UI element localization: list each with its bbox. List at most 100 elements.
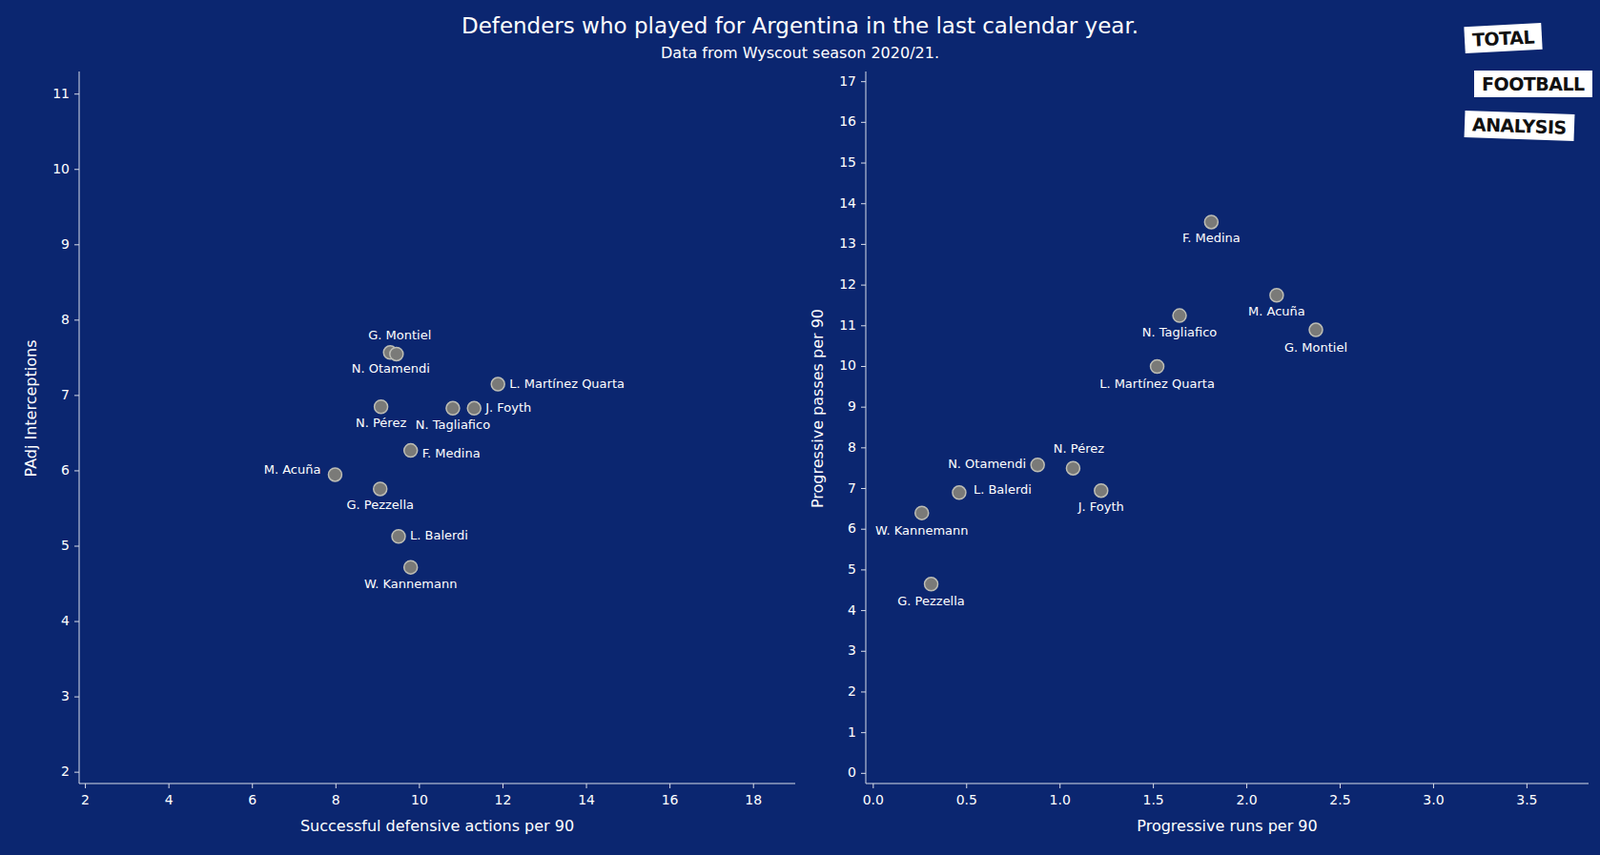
x-tick-label: 3.5 (1516, 792, 1538, 808)
points (328, 346, 505, 575)
logo-text: FOOTBALL (1474, 70, 1593, 98)
y-tick-label: 12 (839, 276, 857, 292)
point (404, 560, 418, 575)
y-tick-label: 8 (61, 311, 70, 328)
point (374, 400, 389, 414)
x-axis-title: Progressive runs per 90 (1136, 817, 1317, 836)
y-tick-label: 17 (839, 73, 857, 89)
x-tick-label: 1.5 (1143, 792, 1165, 808)
y-tick-label: 2 (61, 763, 70, 780)
x-tick-label: 16 (661, 792, 679, 808)
point-label: G. Montiel (1284, 340, 1348, 355)
y-axis-line (79, 71, 81, 784)
y-tick-label: 7 (847, 480, 857, 496)
y-tick-label: 7 (61, 387, 70, 403)
y-tick (861, 569, 866, 571)
y-tick-label: 6 (847, 520, 857, 536)
point (391, 530, 406, 544)
chart-svg: Defenders who played for Argentina in th… (0, 0, 1600, 855)
x-tick-label: 0.5 (956, 792, 978, 808)
y-tick (861, 81, 866, 83)
x-tick-label: 0.0 (862, 792, 884, 808)
point-label: W. Kannemann (875, 523, 968, 538)
point (924, 577, 939, 592)
y-tick (74, 772, 80, 774)
point-label: N. Tagliafico (415, 417, 492, 432)
x-tick (872, 783, 874, 789)
point-label: L. Balerdi (973, 482, 1032, 497)
x-tick-label: 14 (577, 792, 595, 808)
y-tick-label: 4 (847, 602, 857, 618)
y-tick-label: 13 (839, 235, 857, 251)
x-axis-line (79, 783, 796, 785)
chart-root: Defenders who played for Argentina in th… (0, 0, 1600, 855)
y-tick-label: 10 (839, 357, 857, 373)
point-label: N. Pérez (355, 415, 407, 431)
y-tick-label: 3 (61, 688, 70, 704)
point (952, 486, 966, 500)
x-tick (502, 783, 504, 789)
y-tick (861, 529, 866, 531)
y-tick (74, 244, 80, 246)
point-label: N. Otamendi (947, 456, 1026, 472)
y-tick (861, 651, 866, 653)
x-tick (1246, 783, 1248, 789)
x-tick-label: 2.0 (1235, 792, 1257, 808)
y-axis-title: PAdj Interceptions (21, 340, 41, 478)
point-label: L. Martínez Quarta (509, 376, 625, 391)
y-tick (861, 488, 866, 490)
y-tick (861, 691, 866, 693)
y-axis-title: Progressive passes per 90 (808, 308, 827, 509)
point-label: F. Medina (422, 446, 481, 461)
y-tick-label: 11 (52, 85, 70, 102)
x-tick-label: 18 (744, 792, 762, 808)
point-label: G. Pezzella (346, 497, 414, 513)
y-tick-label: 10 (52, 161, 70, 177)
y-tick (861, 366, 866, 368)
points (915, 215, 1323, 592)
point (1150, 359, 1165, 373)
x-tick-label: 2.5 (1329, 792, 1351, 808)
x-tick (335, 783, 337, 789)
point-label: M. Acuña (1248, 304, 1306, 319)
x-tick (1433, 783, 1435, 789)
point (491, 377, 505, 391)
x-tick-label: 1.0 (1049, 792, 1071, 808)
x-tick (418, 783, 420, 789)
y-tick (861, 122, 866, 124)
y-tick (74, 168, 80, 170)
y-tick (861, 732, 866, 734)
y-tick-label: 6 (61, 462, 70, 478)
point (446, 401, 460, 415)
y-tick (74, 319, 80, 321)
y-tick-label: 16 (839, 113, 857, 129)
y-tick (861, 407, 866, 409)
point (328, 468, 342, 482)
y-tick-label: 9 (61, 236, 70, 252)
y-tick (74, 546, 80, 548)
y-axis-line (865, 71, 867, 784)
point (1066, 461, 1080, 475)
logo-text: TOTAL (1463, 22, 1542, 54)
x-tick (1339, 783, 1341, 789)
y-tick (861, 447, 866, 449)
point (1309, 323, 1323, 337)
y-tick-label: 9 (847, 398, 857, 414)
x-tick (586, 783, 588, 789)
x-axis-line (865, 783, 1589, 785)
x-tick (1526, 783, 1528, 789)
x-tick-label: 8 (331, 792, 341, 808)
y-tick (861, 325, 866, 327)
x-tick (669, 783, 671, 789)
point (373, 482, 388, 496)
y-tick (74, 394, 80, 396)
y-tick (861, 285, 866, 287)
y-tick (74, 621, 80, 623)
y-tick (861, 773, 866, 775)
y-tick (74, 93, 80, 95)
plot-1: 0.00.51.01.52.02.53.03.50123456789101112… (808, 71, 1590, 836)
x-tick (168, 783, 170, 789)
x-tick (1059, 783, 1061, 789)
y-tick-label: 4 (61, 613, 70, 629)
point-label: J. Foyth (484, 400, 532, 415)
